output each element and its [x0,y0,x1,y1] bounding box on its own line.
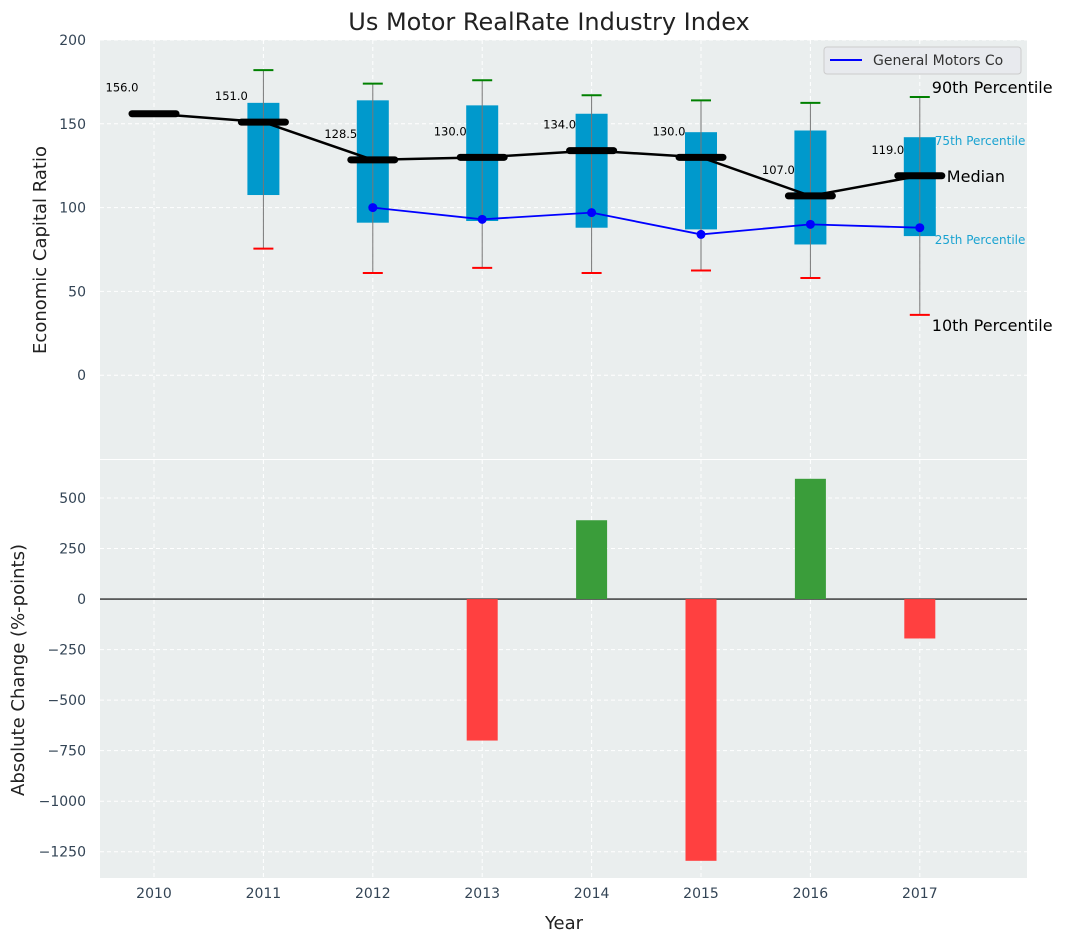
y-tick-label: 200 [59,33,86,49]
gm-point [696,229,706,239]
y-tick-label: 0 [77,592,86,608]
y-tick-label: −750 [48,744,86,760]
x-tick-label: 2016 [793,886,829,902]
annotation-p10: 10th Percentile [932,316,1053,335]
gm-point [477,214,487,224]
change-bar [466,599,498,741]
y-tick-label: −1000 [39,794,86,810]
y-tick-label: −1250 [39,845,86,861]
x-tick-label: 2013 [464,886,500,902]
chart-title: Us Motor RealRate Industry Index [348,8,750,36]
median-label: 130.0 [434,124,467,138]
y-tick-label: 50 [68,284,86,300]
top-y-axis-label: Economic Capital Ratio [30,146,51,354]
bottom-plot-area [100,460,1027,878]
median-label: 119.0 [871,143,904,157]
annotation-median: Median [947,167,1005,186]
x-tick-label: 2011 [246,886,282,902]
change-bar [685,599,717,861]
gm-series-line [372,206,920,236]
change-bar [794,478,826,600]
median-label: 134.0 [543,118,576,132]
annotation-p75: 75th Percentile [935,134,1026,148]
legend-box [823,46,1022,75]
gm-point [368,203,378,213]
x-tick-label: 2012 [355,886,391,902]
legend-label: General Motors Co [873,53,1003,69]
gm-point [587,208,597,218]
annotation-p90: 90th Percentile [932,78,1053,97]
gm-point [805,219,815,229]
x-tick-label: 2010 [136,886,172,902]
x-axis-label: Year [544,913,584,934]
annotation-p25: 25th Percentile [935,233,1026,247]
median-label: 151.0 [215,89,248,103]
change-bar [576,520,608,600]
y-tick-label: 150 [59,117,86,133]
y-tick-label: 500 [59,491,86,507]
x-tick-label: 2017 [902,886,938,902]
gm-point [915,223,925,233]
y-tick-label: −250 [48,643,86,659]
y-tick-label: −500 [48,693,86,709]
median-label: 128.5 [324,127,357,141]
median-label: 156.0 [106,81,139,95]
y-tick-label: 250 [59,542,86,558]
x-tick-label: 2015 [683,886,719,902]
change-bar [904,599,936,639]
median-label: 107.0 [762,163,795,177]
y-tick-label: 0 [77,368,86,384]
median-line [153,112,921,198]
x-tick-label: 2014 [574,886,610,902]
y-tick-label: 100 [59,201,86,217]
median-label: 130.0 [653,124,686,138]
bottom-y-axis-label: Absolute Change (%-points) [8,544,29,796]
